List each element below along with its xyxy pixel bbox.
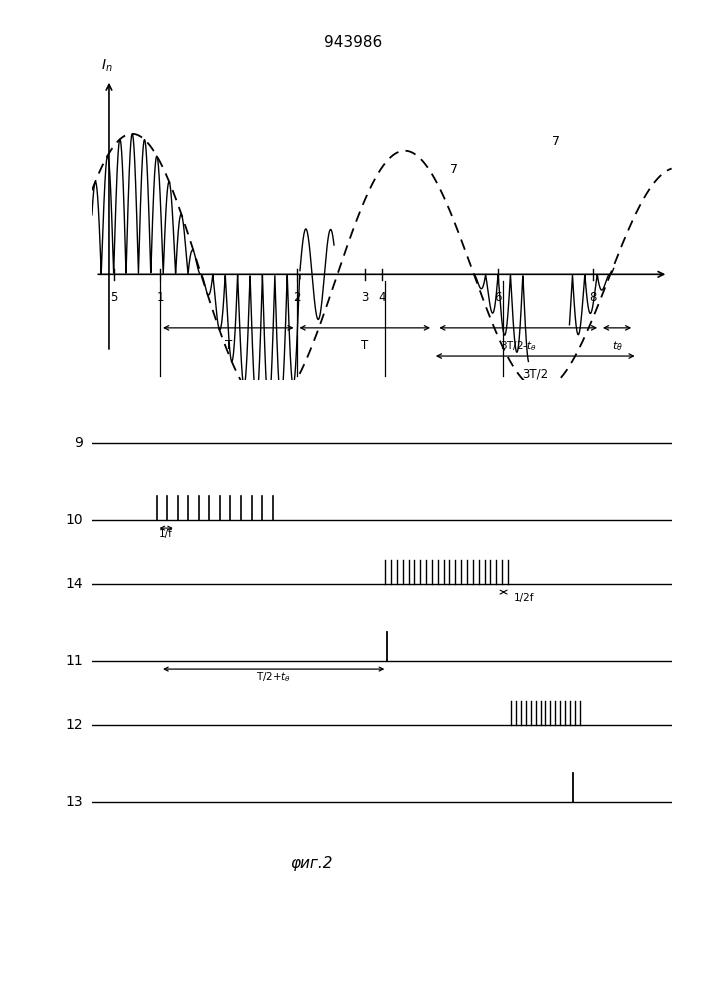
Text: 8: 8 [590,291,597,304]
Text: 13: 13 [66,795,83,809]
Text: 2: 2 [293,291,300,304]
Text: T: T [361,339,368,352]
Text: 3: 3 [361,291,368,304]
Text: 7: 7 [450,163,458,176]
Text: φиг.2: φиг.2 [290,856,332,871]
Text: 3T/2-$t_{\theta}$: 3T/2-$t_{\theta}$ [500,339,537,353]
Text: 7: 7 [552,135,560,148]
Text: 4: 4 [378,291,385,304]
Text: 1: 1 [156,291,164,304]
Text: 11: 11 [66,654,83,668]
Text: 12: 12 [66,718,83,732]
Text: 9: 9 [74,436,83,450]
Text: 1/f: 1/f [159,529,173,539]
Text: 10: 10 [66,513,83,527]
Text: $I_n$: $I_n$ [101,58,112,74]
Text: 1/2f: 1/2f [514,593,534,603]
Text: 3T/2: 3T/2 [522,367,549,380]
Text: 14: 14 [66,577,83,591]
Text: 5: 5 [110,291,117,304]
Text: $t_{\theta}$: $t_{\theta}$ [612,339,623,353]
Text: T: T [225,339,232,352]
Text: 943986: 943986 [325,35,382,50]
Text: 6: 6 [494,291,501,304]
Text: T/2+$t_{\theta}$: T/2+$t_{\theta}$ [256,670,291,684]
